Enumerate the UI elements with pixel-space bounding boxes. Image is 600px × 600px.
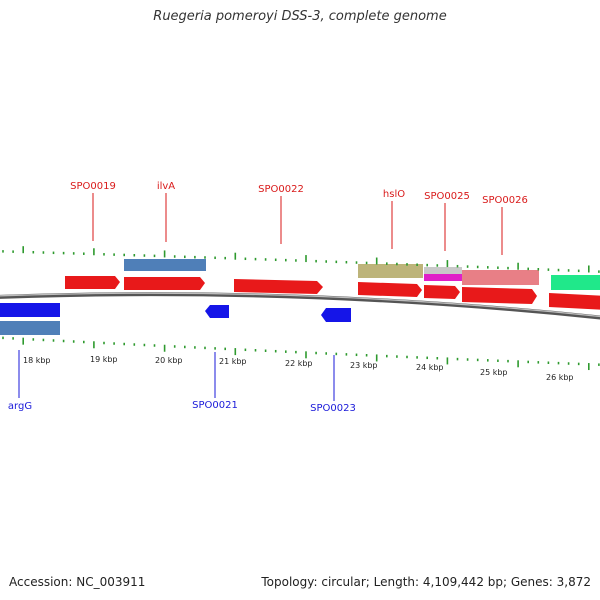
gene-label-hslo[interactable]: hslO: [383, 189, 405, 200]
cds-spo0022[interactable]: [234, 279, 323, 294]
gene-label-spo0021[interactable]: SPO0021: [192, 400, 238, 411]
feature-grey-top[interactable]: [424, 267, 462, 274]
scale-label: 19 kbp: [90, 355, 118, 364]
feature-blue-top[interactable]: [124, 259, 206, 271]
scale-label: 23 kbp: [350, 361, 378, 370]
genome-backbone-highlight: [0, 292, 600, 318]
genome-summary: Topology: circular; Length: 4,109,442 bp…: [261, 575, 591, 589]
cds-ilva[interactable]: [124, 277, 205, 290]
feature-green-top[interactable]: [551, 275, 600, 290]
forward-gene-labels: SPO0019 ilvA SPO0022 hslO SPO0025 SPO0026: [70, 181, 528, 255]
cds-hslo[interactable]: [358, 282, 422, 297]
cds-spo0021[interactable]: [205, 305, 229, 318]
scale-label: 22 kbp: [285, 359, 313, 368]
scale-label: 25 kbp: [480, 368, 508, 377]
cds-spo0023[interactable]: [321, 308, 351, 322]
feature-olive-top[interactable]: [358, 264, 423, 278]
feature-pink-top[interactable]: [462, 270, 539, 285]
scale-ticks-bottom: [2, 336, 600, 371]
scale-label: 24 kbp: [416, 363, 444, 372]
cds-forward-edge[interactable]: [549, 293, 600, 310]
gene-label-spo0023[interactable]: SPO0023: [310, 403, 356, 414]
cds-spo0019[interactable]: [65, 276, 120, 289]
cds-spo0026[interactable]: [462, 287, 537, 304]
cds-spo0025[interactable]: [424, 285, 460, 299]
cds-argg[interactable]: [0, 303, 60, 317]
scale-label: 18 kbp: [23, 356, 51, 365]
gene-label-spo0026[interactable]: SPO0026: [482, 195, 528, 206]
map-title: Ruegeria pomeroyi DSS-3, complete genome: [153, 9, 447, 24]
scale-label: 20 kbp: [155, 356, 183, 365]
gene-label-argg[interactable]: argG: [8, 401, 32, 412]
gene-label-spo0019[interactable]: SPO0019: [70, 181, 116, 192]
accession-info: Accession: NC_003911: [9, 575, 146, 589]
reverse-gene-labels: argG SPO0021 SPO0023: [8, 350, 356, 414]
scale-ticks-top: [2, 246, 600, 273]
feature-blue-bottom[interactable]: [0, 321, 60, 335]
genome-backbone: [0, 292, 600, 320]
feature-magenta-top[interactable]: [424, 274, 462, 281]
gene-label-ilva[interactable]: ilvA: [157, 181, 175, 192]
gene-label-spo0022[interactable]: SPO0022: [258, 184, 304, 195]
scale-label: 21 kbp: [219, 357, 247, 366]
scale-labels: 18 kbp 19 kbp 20 kbp 21 kbp 22 kbp 23 kbp 24 k…: [23, 355, 574, 382]
scale-label: 26 kbp: [546, 373, 574, 382]
gene-label-spo0025[interactable]: SPO0025: [424, 191, 470, 202]
